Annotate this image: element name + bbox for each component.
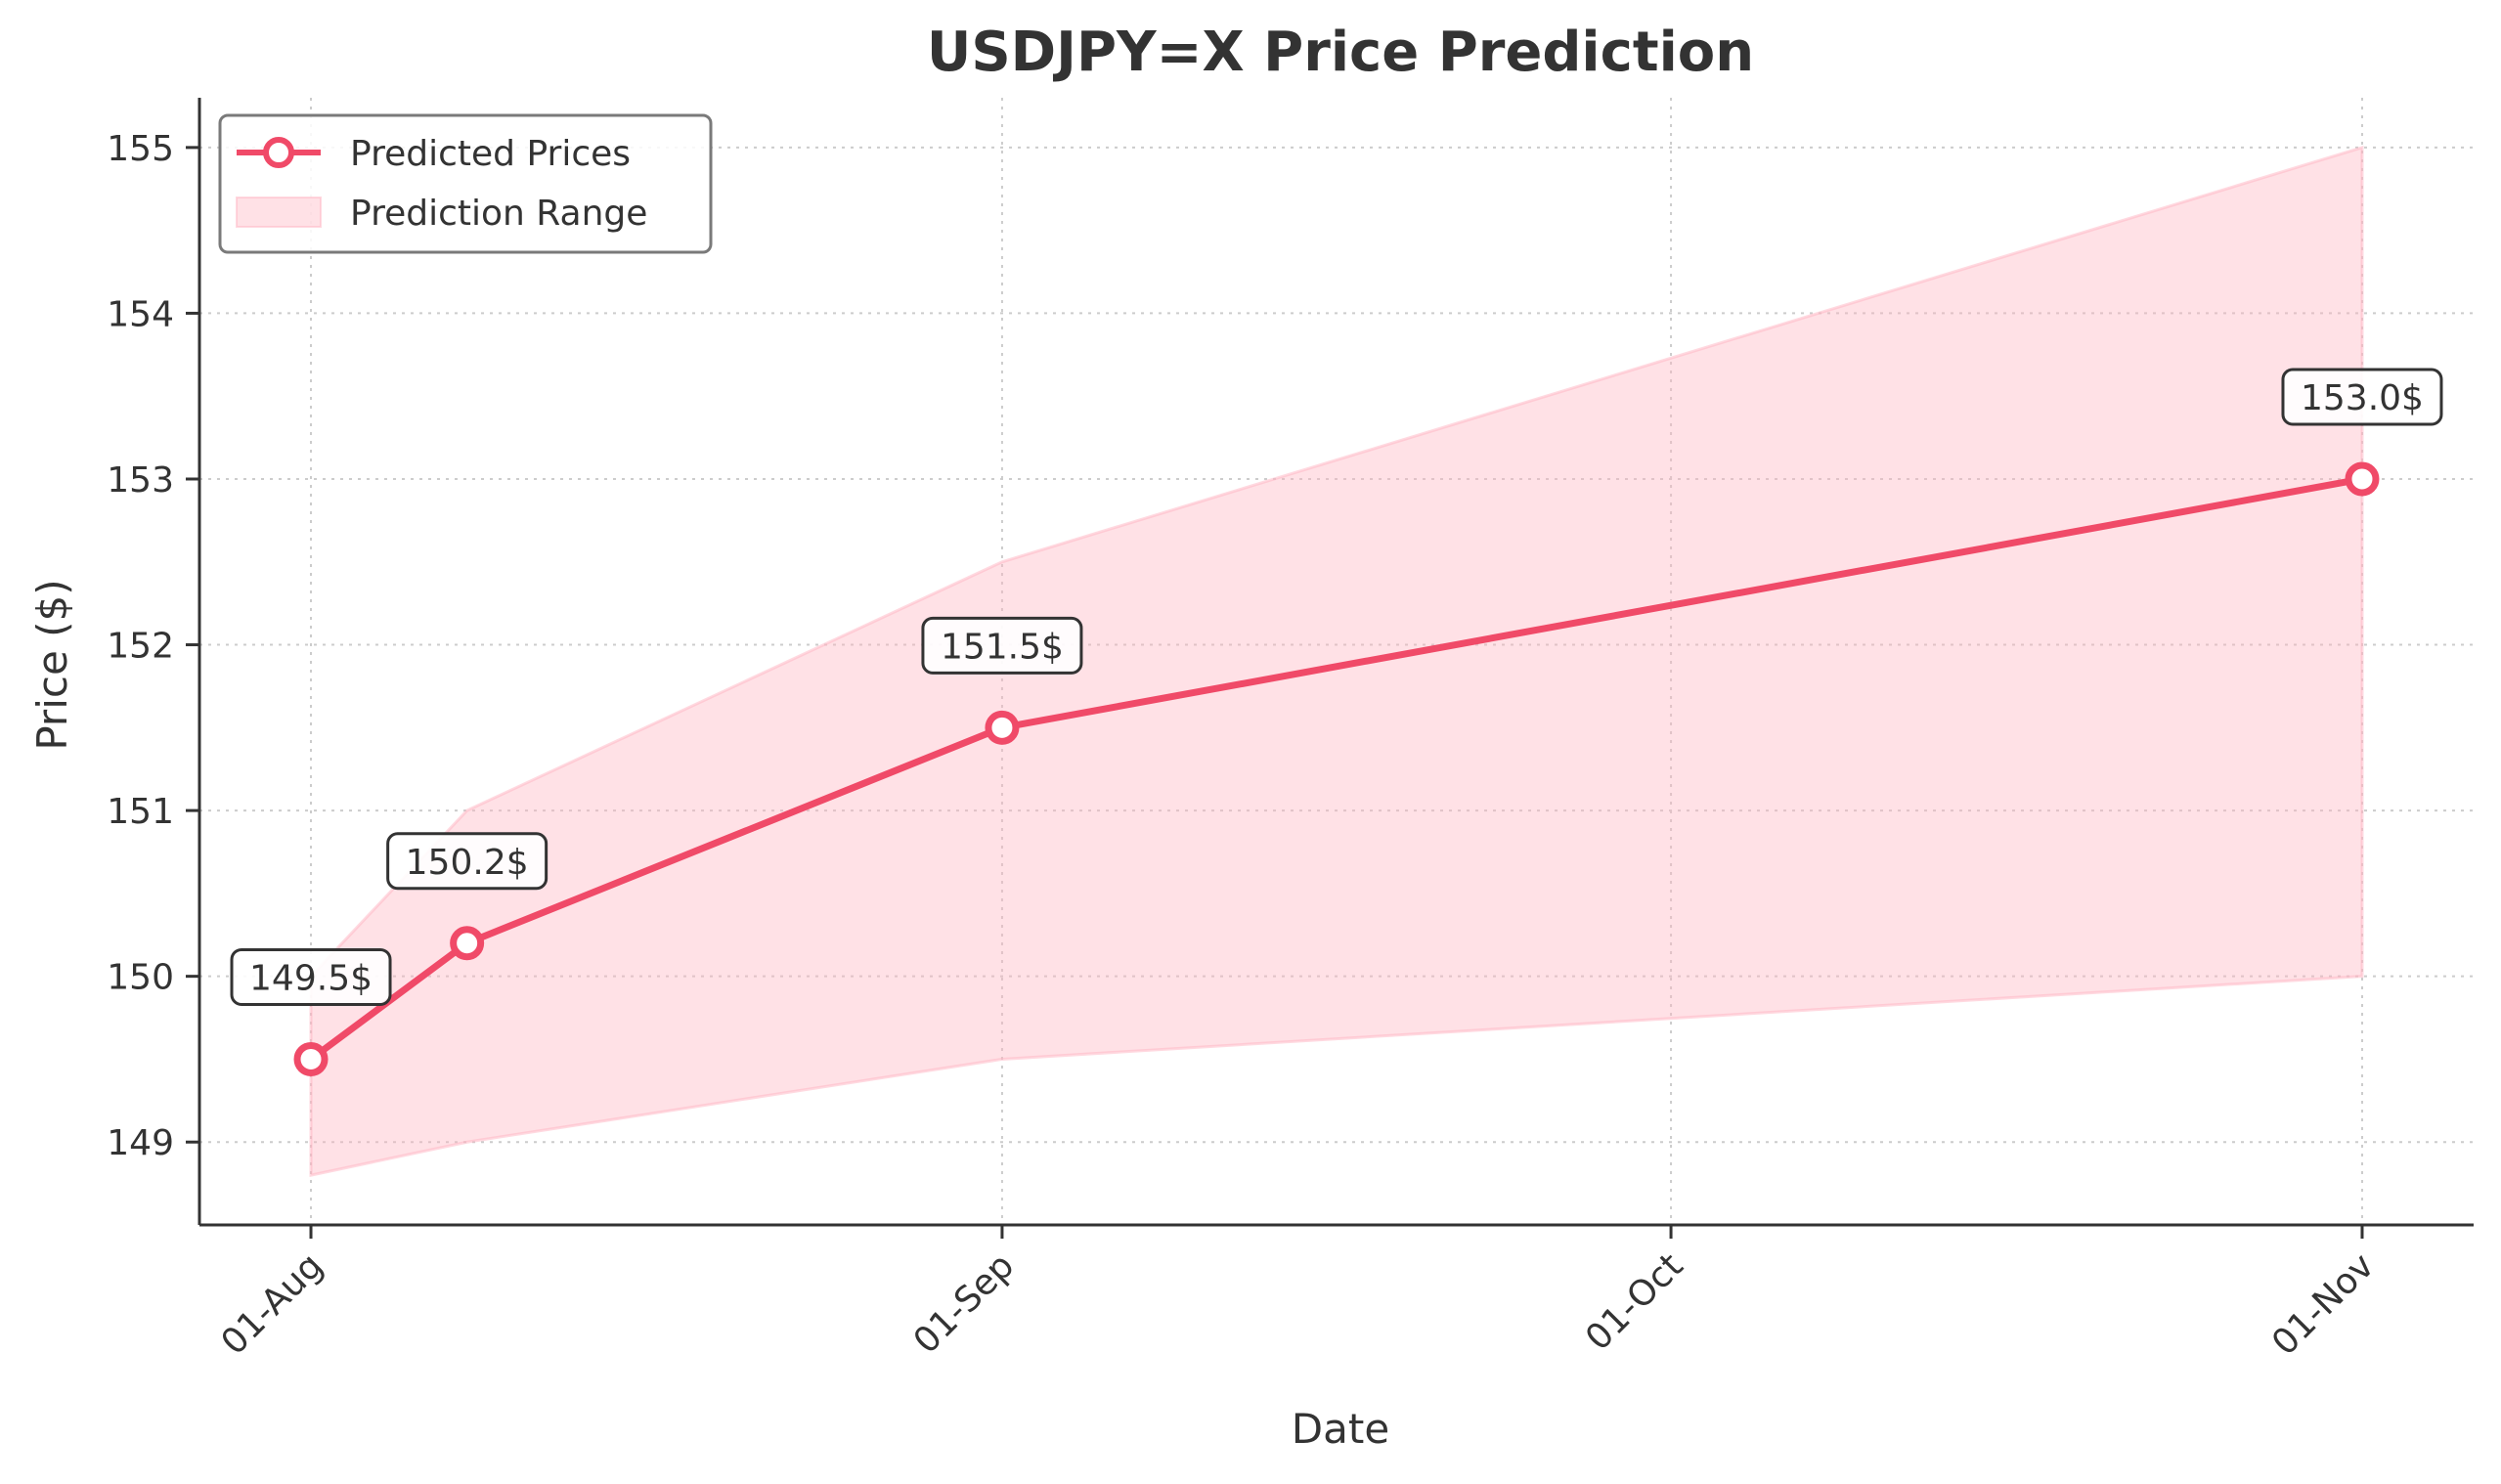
data-label: 151.5$ bbox=[941, 627, 1064, 667]
y-tick-label: 153 bbox=[107, 460, 174, 501]
data-label-box bbox=[921, 616, 1083, 675]
legend-band-swatch bbox=[236, 196, 322, 228]
prediction-range-band bbox=[309, 145, 2364, 1177]
x-tick-label: 01-Sep bbox=[906, 1245, 1023, 1362]
legend-label-predicted-prices: Predicted Prices bbox=[350, 134, 631, 174]
legend-box bbox=[218, 113, 713, 254]
data-label: 150.2$ bbox=[406, 843, 529, 883]
predicted-price-point bbox=[293, 1041, 329, 1076]
x-axis-label: Date bbox=[1292, 1405, 1389, 1453]
data-label-box bbox=[2281, 368, 2443, 426]
predicted-price-point bbox=[450, 926, 485, 961]
y-tick-label: 155 bbox=[107, 129, 174, 169]
chart-title: USDJPY=X Price Prediction bbox=[927, 21, 1754, 84]
predicted-price-point bbox=[2345, 461, 2380, 497]
legend-marker-swatch bbox=[263, 137, 294, 168]
data-label-box bbox=[386, 832, 548, 891]
data-label: 149.5$ bbox=[249, 958, 373, 998]
x-tick-label: 01-Aug bbox=[214, 1245, 331, 1363]
y-tick-label: 151 bbox=[107, 792, 174, 832]
y-axis-label: Price ($) bbox=[28, 579, 76, 750]
y-tick-label: 152 bbox=[107, 627, 174, 667]
legend-label-prediction-range: Prediction Range bbox=[350, 194, 647, 234]
data-labels: 149.5$ 150.2$ 151.5$ 153.0$ bbox=[230, 368, 2443, 1006]
legend: Predicted Prices Prediction Range bbox=[218, 113, 713, 254]
y-tick-label: 150 bbox=[107, 958, 174, 998]
x-tick-label: 01-Oct bbox=[1578, 1245, 1690, 1358]
y-tick-label: 154 bbox=[107, 294, 174, 334]
predicted-price-point bbox=[985, 710, 1020, 745]
prediction-range-band-group bbox=[309, 145, 2364, 1177]
data-label: 153.0$ bbox=[2301, 378, 2424, 418]
x-tick-label: 01-Nov bbox=[2264, 1245, 2382, 1363]
y-tick-label: 149 bbox=[107, 1123, 174, 1163]
data-label-box bbox=[230, 947, 392, 1006]
